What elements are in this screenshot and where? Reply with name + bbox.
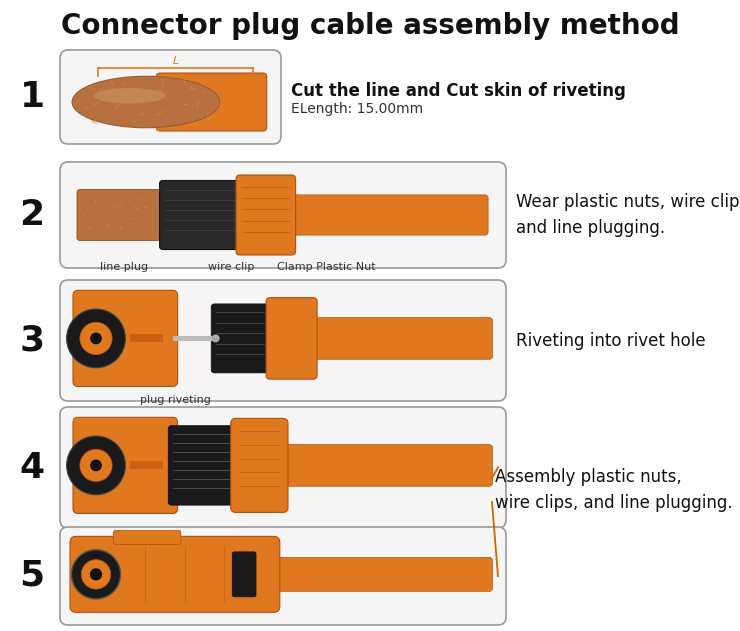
- Text: 4: 4: [19, 451, 44, 485]
- Text: 2: 2: [19, 198, 44, 232]
- Circle shape: [67, 309, 125, 368]
- Circle shape: [80, 449, 112, 481]
- FancyBboxPatch shape: [60, 407, 506, 528]
- FancyBboxPatch shape: [70, 536, 280, 612]
- Text: line plug: line plug: [100, 262, 148, 272]
- Text: L: L: [172, 56, 178, 66]
- FancyBboxPatch shape: [168, 426, 235, 505]
- Text: Cut the line and Cut skin of riveting: Cut the line and Cut skin of riveting: [291, 82, 626, 100]
- Ellipse shape: [94, 88, 165, 103]
- FancyBboxPatch shape: [272, 445, 492, 487]
- Circle shape: [71, 550, 121, 599]
- Text: Riveting into rivet hole: Riveting into rivet hole: [516, 331, 706, 350]
- FancyBboxPatch shape: [266, 298, 317, 379]
- FancyBboxPatch shape: [60, 162, 506, 268]
- Text: Wear plastic nuts, wire clips,
and line plugging.: Wear plastic nuts, wire clips, and line …: [516, 193, 740, 237]
- FancyBboxPatch shape: [113, 531, 181, 545]
- Circle shape: [67, 436, 125, 495]
- Bar: [172, 336, 215, 341]
- FancyBboxPatch shape: [231, 418, 288, 512]
- Circle shape: [212, 334, 220, 343]
- FancyBboxPatch shape: [73, 417, 178, 514]
- Bar: [130, 461, 163, 469]
- Text: Clamp Plastic Nut: Clamp Plastic Nut: [277, 262, 375, 272]
- FancyBboxPatch shape: [272, 557, 492, 591]
- FancyBboxPatch shape: [60, 527, 506, 625]
- Text: 5: 5: [19, 559, 44, 593]
- Text: ELength: 15.00mm: ELength: 15.00mm: [291, 102, 423, 116]
- FancyBboxPatch shape: [156, 73, 266, 131]
- FancyBboxPatch shape: [60, 280, 506, 401]
- FancyBboxPatch shape: [160, 180, 239, 249]
- Text: Assembly plastic nuts,
wire clips, and line plugging.: Assembly plastic nuts, wire clips, and l…: [495, 468, 733, 512]
- Circle shape: [80, 322, 112, 355]
- FancyBboxPatch shape: [60, 50, 281, 144]
- Bar: [130, 334, 163, 343]
- FancyBboxPatch shape: [280, 195, 488, 235]
- FancyBboxPatch shape: [73, 290, 178, 386]
- Circle shape: [90, 333, 102, 345]
- Text: plug riveting: plug riveting: [140, 395, 211, 405]
- FancyBboxPatch shape: [272, 317, 492, 359]
- Text: wire clip: wire clip: [208, 262, 255, 272]
- Circle shape: [90, 459, 102, 471]
- Text: 1: 1: [19, 80, 44, 114]
- Circle shape: [81, 560, 111, 589]
- FancyBboxPatch shape: [77, 189, 161, 240]
- Ellipse shape: [72, 76, 220, 127]
- Circle shape: [90, 568, 102, 581]
- FancyBboxPatch shape: [211, 304, 269, 373]
- Text: 3: 3: [19, 324, 44, 358]
- FancyBboxPatch shape: [232, 552, 256, 597]
- Text: Connector plug cable assembly method: Connector plug cable assembly method: [61, 12, 679, 40]
- FancyBboxPatch shape: [236, 175, 295, 255]
